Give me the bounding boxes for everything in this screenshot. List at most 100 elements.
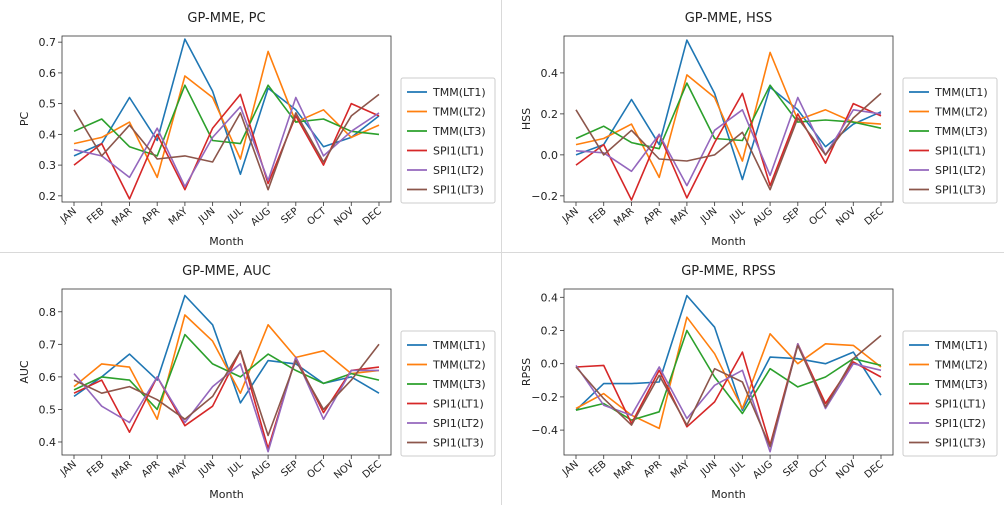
series-line-1 (73, 50, 380, 179)
series-line-0 (575, 294, 882, 411)
legend-entry: SPI1(LT2) (935, 417, 986, 430)
x-tick-label: JUL (225, 206, 245, 226)
x-tick-label: FEB (85, 459, 107, 480)
x-tick-label: NOV (332, 459, 356, 482)
panel-rpss: GP-MME, RPSS −0.4 −0.2 0.0 0.2 0.4 JAN FEB MAR AP… (502, 253, 1004, 505)
legend-entry: TMM(LT3) (432, 378, 486, 391)
x-tick-label: NOV (834, 459, 858, 482)
x-tick-label: JAN (58, 206, 79, 226)
x-tick-label: OCT (807, 205, 831, 227)
y-tick-label: 0.7 (39, 36, 57, 49)
series-line-5 (575, 334, 882, 448)
y-axis-label: PC (18, 112, 31, 127)
x-axis-label: Month (209, 488, 244, 501)
plot-frame (61, 288, 392, 456)
y-tick-label: 0.5 (39, 98, 57, 111)
legend-entry: TMM(LT2) (934, 106, 988, 119)
x-tick-label: AUG (249, 206, 273, 229)
x-tick-label: MAR (110, 459, 134, 482)
legend-entry: TMM(LT1) (432, 339, 486, 352)
x-tick-label: JAN (560, 206, 581, 226)
series-line-0 (73, 294, 380, 404)
legend-entry: SPI1(LT3) (935, 437, 986, 450)
y-axis-label: HSS (520, 108, 533, 130)
series-line-2 (73, 333, 380, 411)
x-tick-label: NOV (834, 206, 858, 229)
x-tick-label: JUN (196, 206, 217, 226)
series-line-4 (73, 356, 379, 453)
series-line-2 (575, 329, 882, 421)
y-tick-label: −0.2 (531, 391, 558, 404)
y-tick-label: 0.4 (541, 291, 559, 304)
legend-box (400, 77, 496, 204)
series-line-2 (575, 82, 882, 150)
series-line-1 (73, 314, 380, 420)
chart-rpss: GP-MME, RPSS −0.4 −0.2 0.0 0.2 0.4 JAN FEB MAR AP… (520, 264, 998, 501)
legend: TMM(LT1) TMM(LT2) TMM(LT3) SPI1(LT1) SPI1(LT… (400, 77, 496, 204)
legend-entry: SPI1(LT2) (935, 164, 986, 177)
y-tick-label: −0.4 (531, 424, 558, 437)
panel-auc: GP-MME, AUC 0.4 0.5 0.6 0.7 0.8 JAN FEB MAR APR MA… (0, 253, 502, 505)
legend-entry: SPI1(LT1) (433, 398, 484, 411)
plot-frame (563, 35, 894, 203)
legend-entry: TMM(LT3) (432, 125, 486, 138)
x-tick-label: MAR (612, 459, 636, 482)
x-tick-label: MAY (167, 458, 191, 480)
x-tick-label: FEB (587, 459, 609, 480)
legend-box (902, 77, 998, 204)
x-tick-label: MAY (167, 205, 191, 227)
legend-entry: TMM(LT3) (934, 378, 988, 391)
chart-title: GP-MME, RPSS (681, 264, 776, 279)
series-line-2 (73, 84, 380, 157)
legend-entry: SPI1(LT3) (935, 184, 986, 197)
x-tick-label: SEP (279, 206, 300, 226)
x-tick-label: JUL (727, 459, 747, 479)
legend-entry: TMM(LT1) (432, 86, 486, 99)
y-tick-label: 0.6 (39, 371, 57, 384)
x-tick-label: JUN (698, 459, 719, 479)
series-line-4 (575, 343, 882, 453)
x-tick-label: DEC (863, 459, 886, 481)
legend-entry: TMM(LT3) (934, 125, 988, 138)
x-tick-label: DEC (361, 206, 384, 228)
series-line-4 (73, 96, 380, 188)
legend-entry: SPI1(LT2) (433, 164, 484, 177)
plot-frame (61, 35, 392, 203)
x-tick-label: NOV (332, 206, 356, 229)
legend-entry: TMM(LT1) (934, 86, 988, 99)
legend-entry: SPI1(LT1) (433, 145, 484, 158)
y-tick-label: 0.3 (39, 159, 57, 172)
chart-title: GP-MME, PC (187, 11, 265, 26)
panel-pc: GP-MME, PC 0.2 0.3 0.4 0.5 0.6 0.7 JAN FEB MAR APR… (0, 0, 502, 252)
x-tick-label: AUG (249, 459, 273, 482)
y-tick-label: −0.2 (531, 190, 558, 203)
series-line-3 (575, 92, 882, 201)
legend-entry: SPI1(LT1) (935, 398, 986, 411)
x-tick-label: APR (642, 206, 664, 227)
series-line-1 (575, 316, 882, 430)
panel-hss: GP-MME, HSS −0.2 0.0 0.2 0.4 JAN FEB MAR APR MAY J… (502, 0, 1004, 252)
x-tick-label: MAR (110, 206, 134, 229)
y-tick-label: 0.0 (541, 358, 559, 371)
x-tick-label: DEC (361, 459, 384, 481)
x-tick-label: APR (140, 459, 162, 480)
x-tick-label: JUN (196, 459, 217, 479)
x-tick-label: AUG (751, 459, 775, 482)
y-tick-label: 0.2 (541, 325, 559, 338)
y-tick-label: 0.4 (541, 67, 559, 80)
chart-title: GP-MME, HSS (685, 11, 773, 26)
plot-frame (563, 288, 894, 456)
y-tick-label: 0.5 (39, 403, 57, 416)
panel-divider-horizontal (0, 252, 1004, 253)
x-axis-label: Month (711, 488, 746, 501)
chart-auc: GP-MME, AUC 0.4 0.5 0.6 0.7 0.8 JAN FEB MAR APR MA… (18, 264, 496, 501)
x-tick-label: APR (140, 206, 162, 227)
x-tick-label: JUL (225, 459, 245, 479)
x-tick-label: AUG (751, 206, 775, 229)
x-tick-label: JAN (58, 459, 79, 479)
legend-entry: SPI1(LT2) (433, 417, 484, 430)
y-tick-label: 0.6 (39, 67, 57, 80)
legend-entry: SPI1(LT3) (433, 184, 484, 197)
legend-entry: TMM(LT1) (934, 339, 988, 352)
